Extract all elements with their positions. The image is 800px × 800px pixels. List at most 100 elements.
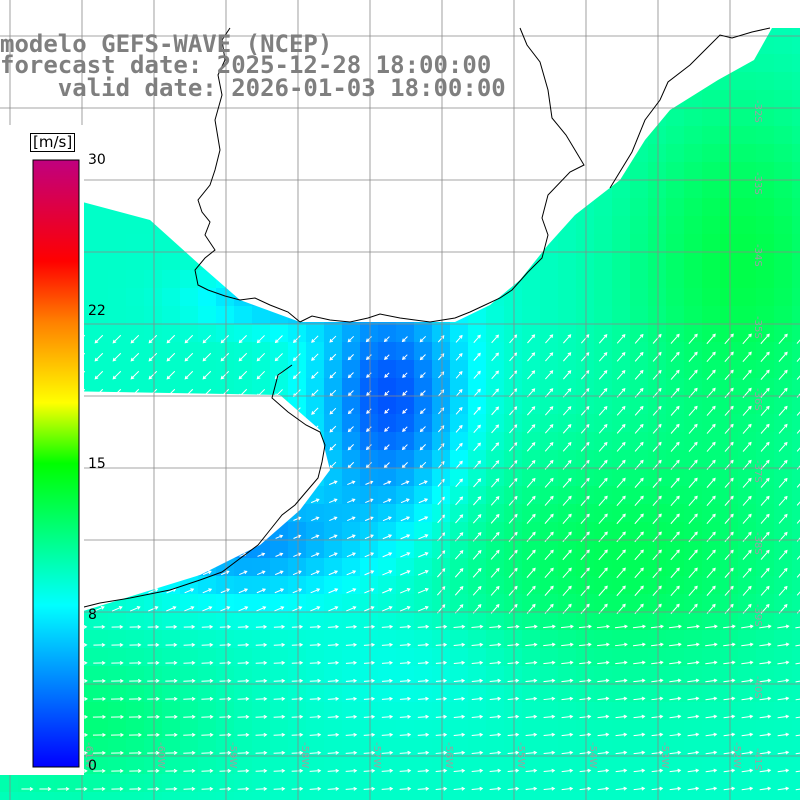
- wind-arrow-head: [256, 411, 261, 416]
- wind-arrow-head: [112, 411, 117, 416]
- wind-speed-cell: [396, 666, 415, 685]
- wind-arrow: [346, 588, 356, 594]
- wind-speed-cell: [378, 792, 397, 800]
- wind-speed-cell: [684, 198, 703, 217]
- wind-arrow-head: [173, 768, 178, 773]
- wind-arrow-head: [154, 516, 159, 520]
- wind-arrow-head: [459, 478, 463, 483]
- wind-speed-cell: [90, 774, 109, 793]
- wind-speed-cell: [198, 792, 217, 800]
- wind-speed-cell: [450, 792, 469, 800]
- wind-arrow-head: [747, 603, 752, 608]
- wind-arrow: [309, 662, 321, 664]
- wind-arrow: [311, 407, 319, 415]
- wind-speed-cell: [558, 270, 577, 289]
- wind-speed-cell: [720, 612, 739, 631]
- wind-arrow-head: [130, 411, 135, 416]
- wind-arrow-head: [712, 333, 716, 338]
- wind-speed-cell: [432, 648, 451, 667]
- wind-speed-cell: [144, 324, 163, 343]
- wind-arrow: [508, 496, 518, 506]
- wind-arrow-head: [317, 678, 322, 683]
- wind-arrow: [239, 335, 247, 343]
- wind-arrow-head: [749, 624, 754, 629]
- wind-speed-cell: [720, 252, 739, 271]
- wind-arrow: [402, 444, 408, 450]
- wind-speed-cell: [756, 216, 775, 235]
- wind-arrow-head: [585, 459, 590, 464]
- wind-arrow: [366, 462, 372, 468]
- wind-arrow: [435, 680, 447, 682]
- wind-speed-cell: [486, 630, 505, 649]
- wind-speed-cell: [468, 540, 487, 559]
- wind-arrow-head: [567, 370, 572, 374]
- wind-speed-cell: [792, 378, 800, 397]
- wind-arrow: [525, 715, 537, 719]
- wind-speed-cell: [342, 414, 361, 433]
- wind-speed-cell: [792, 288, 800, 307]
- wind-arrow-head: [585, 423, 590, 428]
- wind-speed-cell: [486, 306, 505, 325]
- wind-arrow: [166, 424, 176, 434]
- wind-arrow: [795, 734, 800, 737]
- wind-arrow: [706, 513, 716, 525]
- wind-speed-cell: [486, 612, 505, 631]
- wind-arrow: [489, 698, 501, 700]
- wind-arrow: [526, 424, 536, 434]
- wind-speed-cell: [486, 396, 505, 415]
- wind-arrow-head: [118, 552, 123, 556]
- wind-arrow: [491, 352, 499, 362]
- wind-arrow: [597, 769, 609, 773]
- wind-arrow: [399, 788, 411, 790]
- wind-arrow: [471, 770, 483, 772]
- wind-speed-cell: [234, 720, 253, 739]
- wind-arrow: [273, 788, 285, 790]
- wind-arrow: [651, 733, 663, 737]
- wind-speed-cell: [486, 486, 505, 505]
- wind-arrow-head: [641, 714, 646, 719]
- wind-speed-cell: [414, 342, 433, 361]
- wind-arrow: [491, 334, 499, 344]
- wind-arrow: [489, 734, 501, 736]
- wind-arrow-head: [513, 460, 518, 464]
- wind-arrow: [742, 351, 752, 363]
- wind-arrow-head: [137, 642, 142, 647]
- wind-arrow: [435, 716, 447, 718]
- wind-speed-cell: [342, 792, 361, 800]
- wind-arrow: [742, 496, 752, 506]
- wind-arrow-head: [587, 732, 592, 737]
- wind-speed-cell: [648, 648, 667, 667]
- wind-arrow: [220, 480, 230, 486]
- wind-speed-cell: [666, 126, 685, 145]
- wind-speed-cell: [756, 540, 775, 559]
- wind-arrow: [688, 549, 698, 561]
- wind-speed-cell: [720, 180, 739, 199]
- wind-arrow-head: [244, 588, 249, 592]
- wind-arrow-head: [694, 351, 698, 356]
- wind-arrow: [112, 370, 122, 380]
- wind-arrow: [420, 408, 426, 414]
- wind-arrow-head: [388, 570, 393, 574]
- wind-speed-cell: [378, 702, 397, 721]
- wind-speed-cell: [324, 540, 343, 559]
- wind-arrow-head: [713, 696, 718, 701]
- wind-speed-cell: [432, 432, 451, 451]
- wind-speed-cell: [684, 576, 703, 595]
- wind-arrow: [345, 662, 357, 664]
- wind-arrow: [384, 444, 390, 450]
- wind-arrow-head: [171, 534, 176, 539]
- wind-speed-cell: [774, 36, 793, 55]
- wind-arrow-head: [101, 768, 106, 773]
- wind-arrow-head: [550, 585, 554, 590]
- wind-arrow: [203, 516, 211, 522]
- wind-arrow-head: [642, 624, 647, 629]
- wind-arrow-head: [245, 678, 250, 683]
- wind-arrow-head: [335, 624, 340, 629]
- wind-arrow: [435, 788, 447, 790]
- wind-arrow-head: [227, 732, 232, 737]
- wind-speed-cell: [612, 468, 631, 487]
- wind-speed-cell: [558, 414, 577, 433]
- wind-speed-cell: [162, 666, 181, 685]
- wind-arrow: [652, 495, 662, 507]
- wind-speed-cell: [144, 360, 163, 379]
